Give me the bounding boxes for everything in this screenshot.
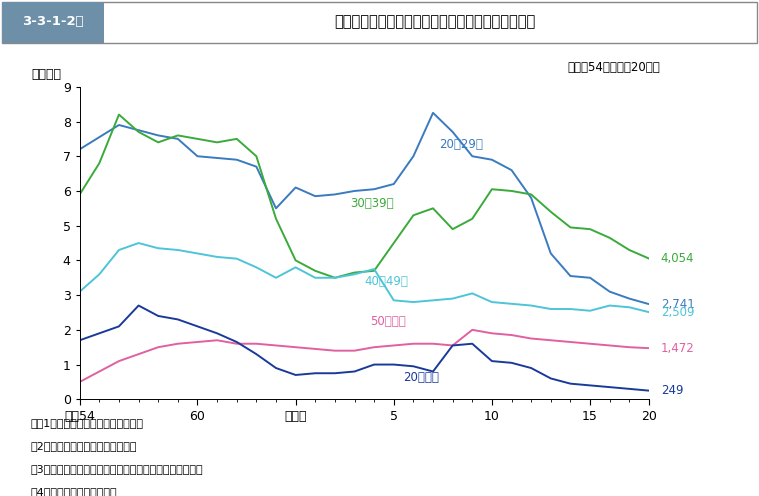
Text: 20歳未満: 20歳未満 xyxy=(404,371,439,384)
Text: （千人）: （千人） xyxy=(31,67,61,80)
Text: 30～39歳: 30～39歳 xyxy=(351,196,394,210)
Text: 2　警察が検挙した人員に限る。: 2 警察が検挙した人員に限る。 xyxy=(30,441,137,451)
Bar xyxy=(2,2,104,43)
Text: 2,509: 2,509 xyxy=(661,306,694,318)
Text: 20～29歳: 20～29歳 xyxy=(439,137,483,151)
Text: 40～49歳: 40～49歳 xyxy=(364,275,408,288)
Text: 4,054: 4,054 xyxy=(661,252,694,265)
Text: 249: 249 xyxy=(661,384,683,397)
Text: 1,472: 1,472 xyxy=(661,342,694,355)
Text: （昭和54年～平成20年）: （昭和54年～平成20年） xyxy=(568,62,660,74)
Text: 覚せい剤取締法違反　検挙人員の推移（年齢層別）: 覚せい剤取締法違反 検挙人員の推移（年齢層別） xyxy=(335,14,536,29)
Text: 2,741: 2,741 xyxy=(661,298,694,310)
Text: 4　犯行時の年齢による。: 4 犯行時の年齢による。 xyxy=(30,487,117,496)
Text: 注　1　警察庁刑事局の資料による。: 注 1 警察庁刑事局の資料による。 xyxy=(30,419,143,429)
Text: 50歳以上: 50歳以上 xyxy=(370,314,406,328)
Text: 3　覚せい剤に係る麻薬特例法違反の検挙人員を含む。: 3 覚せい剤に係る麻薬特例法違反の検挙人員を含む。 xyxy=(30,464,203,474)
Text: 3-3-1-2図: 3-3-1-2図 xyxy=(22,15,83,28)
